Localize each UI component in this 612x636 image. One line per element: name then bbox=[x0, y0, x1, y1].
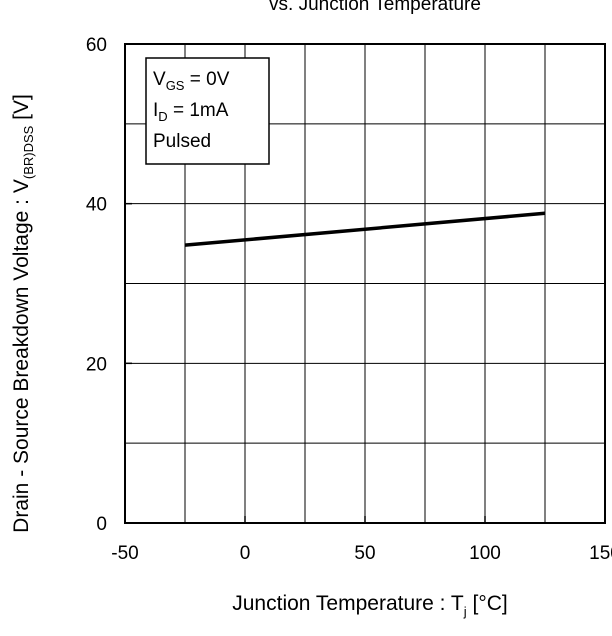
y-axis-label-unit: [V] bbox=[10, 94, 33, 126]
annotation-line: ID = 1mA bbox=[153, 100, 229, 124]
x-tick-labels: -50 0 50 100 150 bbox=[111, 516, 612, 564]
x-axis-label: Junction Temperature : Tj [°C] bbox=[232, 592, 507, 619]
series-layer bbox=[184, 211, 546, 247]
x-tick-label: 0 bbox=[240, 543, 251, 564]
y-axis-label-main: Drain - Source Breakdown Voltage : V bbox=[10, 179, 33, 533]
y-tick-label: 0 bbox=[96, 514, 107, 535]
x-tick-label: 150 bbox=[589, 543, 612, 564]
y-tick-label: 60 bbox=[86, 35, 107, 56]
x-axis-label-sub: j bbox=[463, 604, 467, 619]
x-tick-label: 100 bbox=[469, 543, 501, 564]
y-axis-label-sub: (BR)DSS bbox=[21, 125, 36, 179]
x-tick-label: 50 bbox=[354, 543, 375, 564]
y-tick-label: 40 bbox=[86, 195, 107, 216]
y-axis-label: Drain - Source Breakdown Voltage : V(BR)… bbox=[10, 94, 36, 533]
annotation-line: Pulsed bbox=[153, 131, 211, 152]
x-axis-label-unit: [°C] bbox=[467, 592, 508, 615]
annotation-line: VGS = 0V bbox=[153, 69, 230, 93]
legend-box: VGS = 0V ID = 1mA Pulsed bbox=[145, 57, 270, 165]
annotation-lines: VGS = 0V ID = 1mA Pulsed bbox=[153, 69, 230, 152]
chart-title: vs. Junction Temperature bbox=[269, 0, 481, 15]
y-tick-label: 20 bbox=[86, 354, 107, 375]
y-tick-labels: 0 20 40 60 bbox=[86, 35, 132, 535]
x-axis-label-main: Junction Temperature : T bbox=[232, 592, 464, 615]
series-line bbox=[184, 211, 546, 247]
x-tick-label: -50 bbox=[111, 543, 138, 564]
annotation-box bbox=[145, 57, 270, 165]
